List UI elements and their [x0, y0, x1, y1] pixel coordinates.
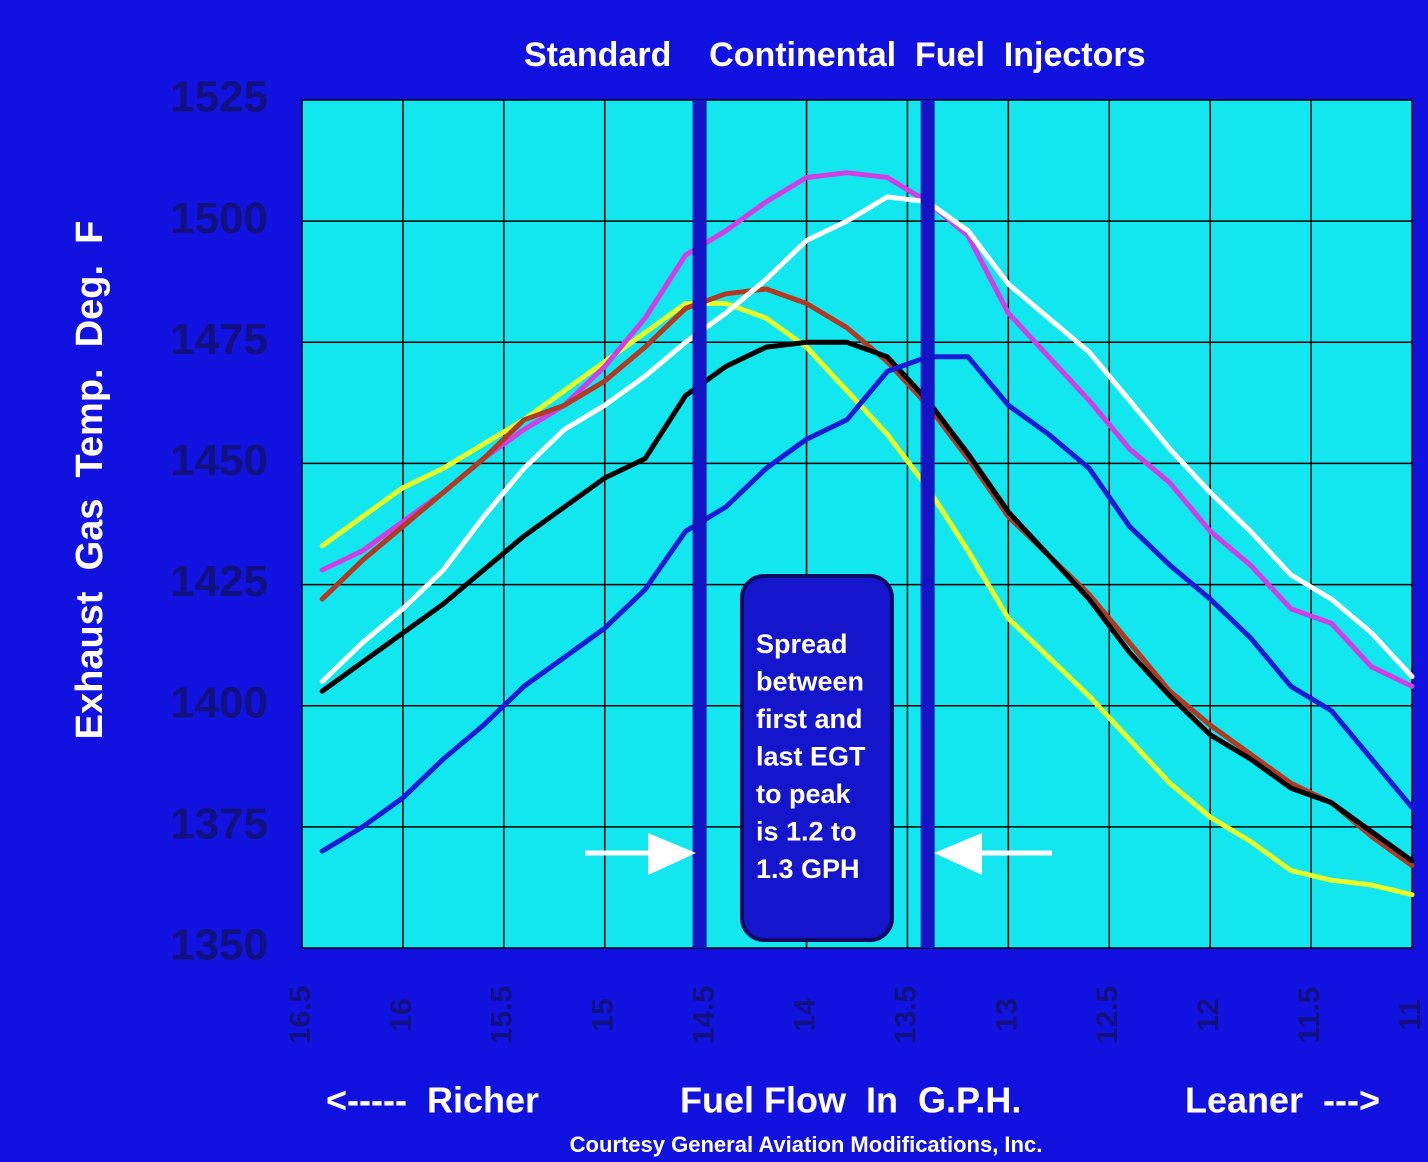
x-tick-label: 14.5: [688, 986, 721, 1044]
x-tick-label: 16.5: [284, 986, 317, 1044]
annotation-box: [740, 574, 894, 942]
x-tick-label: 14: [788, 998, 821, 1032]
chart-title: Standard Continental Fuel Injectors: [524, 36, 1146, 74]
annotation: Spread between first and last EGT to peak is …: [756, 629, 866, 884]
annotation-line: 1.3 GPH: [756, 854, 860, 884]
credit: Courtesy General Aviation Modifications,…: [570, 1132, 1043, 1157]
y-axis-label: Exhaust Gas Temp. Deg. F: [69, 221, 111, 740]
x-tick-label: 12.5: [1091, 986, 1124, 1044]
annotation-line: Spread: [756, 629, 848, 659]
y-tick-label: 1450: [170, 436, 268, 485]
y-tick-label: 1475: [170, 315, 268, 364]
reference-lines: [692, 100, 935, 948]
annotation-line: first and: [756, 704, 863, 734]
series-line: [319, 339, 1415, 864]
x-tick-label: 12: [1192, 998, 1225, 1031]
series-line: [319, 354, 1415, 854]
y-tick-label: 1400: [170, 678, 268, 727]
series-line: [319, 301, 1415, 898]
x-tick-label: 16: [385, 998, 418, 1031]
x-left-label: <----- Richer: [326, 1080, 539, 1121]
series-line: [319, 194, 1415, 684]
y-tick-label: 1525: [170, 73, 268, 122]
series-line: [319, 286, 1415, 869]
lines: [319, 170, 1415, 898]
y-tick-label: 1425: [170, 557, 268, 606]
x-tick-label: 15: [587, 998, 620, 1031]
y-tick-label: 1350: [170, 921, 268, 970]
arrows: [585, 833, 1052, 875]
arrow-head: [648, 833, 696, 875]
x-right-label: Leaner --->: [1185, 1080, 1380, 1121]
x-tick-label: 13: [990, 998, 1023, 1031]
y-tick-label: 1375: [170, 799, 268, 848]
x-tick-label: 13.5: [889, 986, 922, 1044]
y-tick-label: 1500: [170, 194, 268, 243]
annotation-line: to peak: [756, 779, 852, 809]
x-tick-label: 11: [1394, 999, 1427, 1031]
annotation-line: is 1.2 to: [756, 817, 857, 847]
annotation-line: last EGT: [756, 742, 866, 772]
x-tick-label: 11.5: [1293, 987, 1326, 1044]
x-axis-label: Fuel Flow In G.P.H.: [680, 1080, 1021, 1121]
arrow-head: [934, 833, 982, 875]
x-tick-label: 15.5: [486, 986, 519, 1044]
grid: [301, 99, 1413, 949]
series-line: [319, 170, 1415, 689]
annotation-line: between: [756, 667, 864, 697]
